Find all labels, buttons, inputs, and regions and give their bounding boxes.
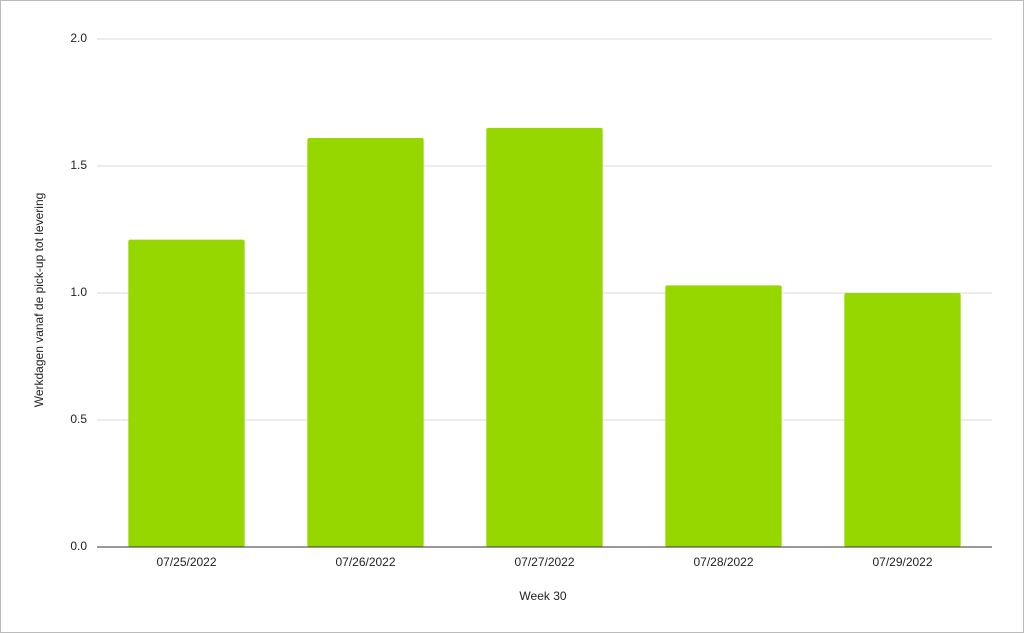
y-tick-label: 1.0: [70, 285, 87, 299]
x-tick-label: 07/27/2022: [514, 555, 574, 569]
bar: [844, 293, 961, 547]
bar: [665, 285, 782, 547]
y-tick-label: 1.5: [70, 158, 87, 172]
x-tick-label: 07/26/2022: [335, 555, 395, 569]
x-tick-label: 07/29/2022: [872, 555, 932, 569]
y-axis-label: Werkdagen vanaf de pick-up tot levering: [32, 193, 46, 408]
bar: [128, 239, 245, 547]
x-axis-label: Week 30: [519, 589, 566, 603]
y-tick-label: 0.5: [70, 412, 87, 426]
bar: [307, 138, 424, 547]
x-tick-label: 07/28/2022: [693, 555, 753, 569]
bar: [486, 127, 603, 548]
y-tick-label: 0.0: [70, 539, 87, 553]
y-tick-label: 2.0: [70, 31, 87, 45]
x-tick-label: 07/25/2022: [156, 555, 216, 569]
